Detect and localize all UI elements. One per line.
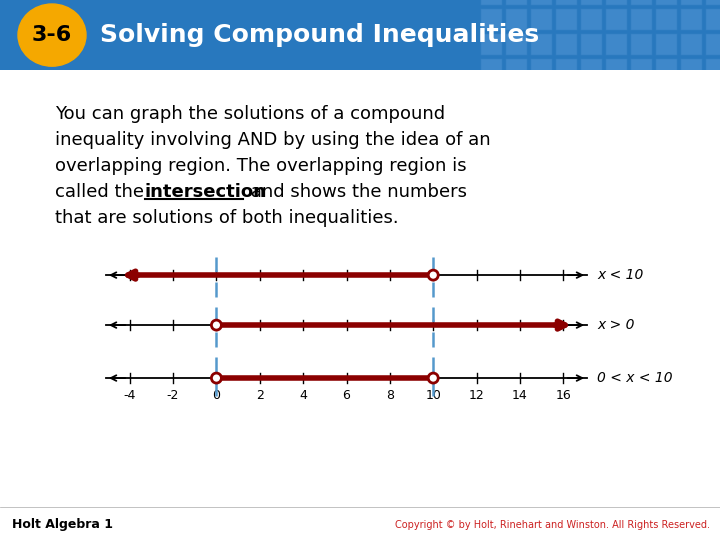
Text: -4: -4 [124, 389, 136, 402]
FancyBboxPatch shape [605, 0, 627, 5]
Text: Copyright © by Holt, Rinehart and Winston. All Rights Reserved.: Copyright © by Holt, Rinehart and Winsto… [395, 520, 710, 530]
FancyBboxPatch shape [530, 8, 552, 30]
Text: 16: 16 [555, 389, 571, 402]
Text: 10: 10 [426, 389, 441, 402]
FancyBboxPatch shape [480, 8, 502, 30]
FancyBboxPatch shape [505, 33, 527, 55]
FancyBboxPatch shape [680, 58, 702, 80]
Text: -2: -2 [167, 389, 179, 402]
FancyBboxPatch shape [680, 33, 702, 55]
FancyBboxPatch shape [580, 33, 602, 55]
Text: 0: 0 [212, 389, 220, 402]
FancyBboxPatch shape [630, 0, 652, 5]
FancyBboxPatch shape [480, 33, 502, 55]
FancyBboxPatch shape [505, 58, 527, 80]
Text: 6: 6 [343, 389, 351, 402]
Circle shape [428, 373, 438, 383]
FancyBboxPatch shape [555, 58, 577, 80]
FancyBboxPatch shape [630, 33, 652, 55]
FancyBboxPatch shape [705, 33, 720, 55]
FancyBboxPatch shape [555, 8, 577, 30]
FancyBboxPatch shape [630, 58, 652, 80]
Text: You can graph the solutions of a compound: You can graph the solutions of a compoun… [55, 105, 445, 123]
FancyBboxPatch shape [580, 0, 602, 5]
FancyBboxPatch shape [705, 58, 720, 80]
Text: 12: 12 [469, 389, 485, 402]
Text: called the: called the [55, 183, 150, 201]
Text: 2: 2 [256, 389, 264, 402]
FancyBboxPatch shape [630, 8, 652, 30]
FancyBboxPatch shape [580, 8, 602, 30]
FancyBboxPatch shape [480, 0, 502, 5]
FancyBboxPatch shape [680, 8, 702, 30]
Text: Holt Algebra 1: Holt Algebra 1 [12, 518, 113, 531]
Text: intersection: intersection [145, 183, 267, 201]
FancyBboxPatch shape [530, 33, 552, 55]
Text: overlapping region. The overlapping region is: overlapping region. The overlapping regi… [55, 157, 467, 175]
Text: 14: 14 [512, 389, 528, 402]
Ellipse shape [18, 4, 86, 66]
Text: inequality involving AND by using the idea of an: inequality involving AND by using the id… [55, 131, 490, 149]
Text: x < 10: x < 10 [597, 268, 644, 282]
FancyBboxPatch shape [505, 8, 527, 30]
FancyBboxPatch shape [530, 0, 552, 5]
Text: Solving Compound Inequalities: Solving Compound Inequalities [100, 23, 539, 47]
FancyBboxPatch shape [505, 0, 527, 5]
Text: that are solutions of both inequalities.: that are solutions of both inequalities. [55, 209, 399, 227]
Circle shape [428, 270, 438, 280]
Text: and shows the numbers: and shows the numbers [245, 183, 467, 201]
FancyBboxPatch shape [705, 0, 720, 5]
Text: 4: 4 [300, 389, 307, 402]
FancyBboxPatch shape [605, 33, 627, 55]
FancyBboxPatch shape [705, 8, 720, 30]
FancyBboxPatch shape [655, 0, 677, 5]
FancyBboxPatch shape [480, 58, 502, 80]
FancyBboxPatch shape [680, 0, 702, 5]
FancyBboxPatch shape [580, 58, 602, 80]
Circle shape [212, 373, 222, 383]
FancyBboxPatch shape [530, 58, 552, 80]
FancyBboxPatch shape [655, 58, 677, 80]
FancyBboxPatch shape [555, 0, 577, 5]
FancyBboxPatch shape [555, 33, 577, 55]
FancyBboxPatch shape [0, 0, 720, 70]
Text: 0 < x < 10: 0 < x < 10 [597, 371, 672, 385]
Text: x > 0: x > 0 [597, 318, 634, 332]
Text: 3-6: 3-6 [32, 25, 72, 45]
Text: 8: 8 [386, 389, 394, 402]
FancyBboxPatch shape [605, 58, 627, 80]
FancyBboxPatch shape [655, 33, 677, 55]
FancyBboxPatch shape [605, 8, 627, 30]
FancyBboxPatch shape [655, 8, 677, 30]
Circle shape [212, 320, 222, 330]
